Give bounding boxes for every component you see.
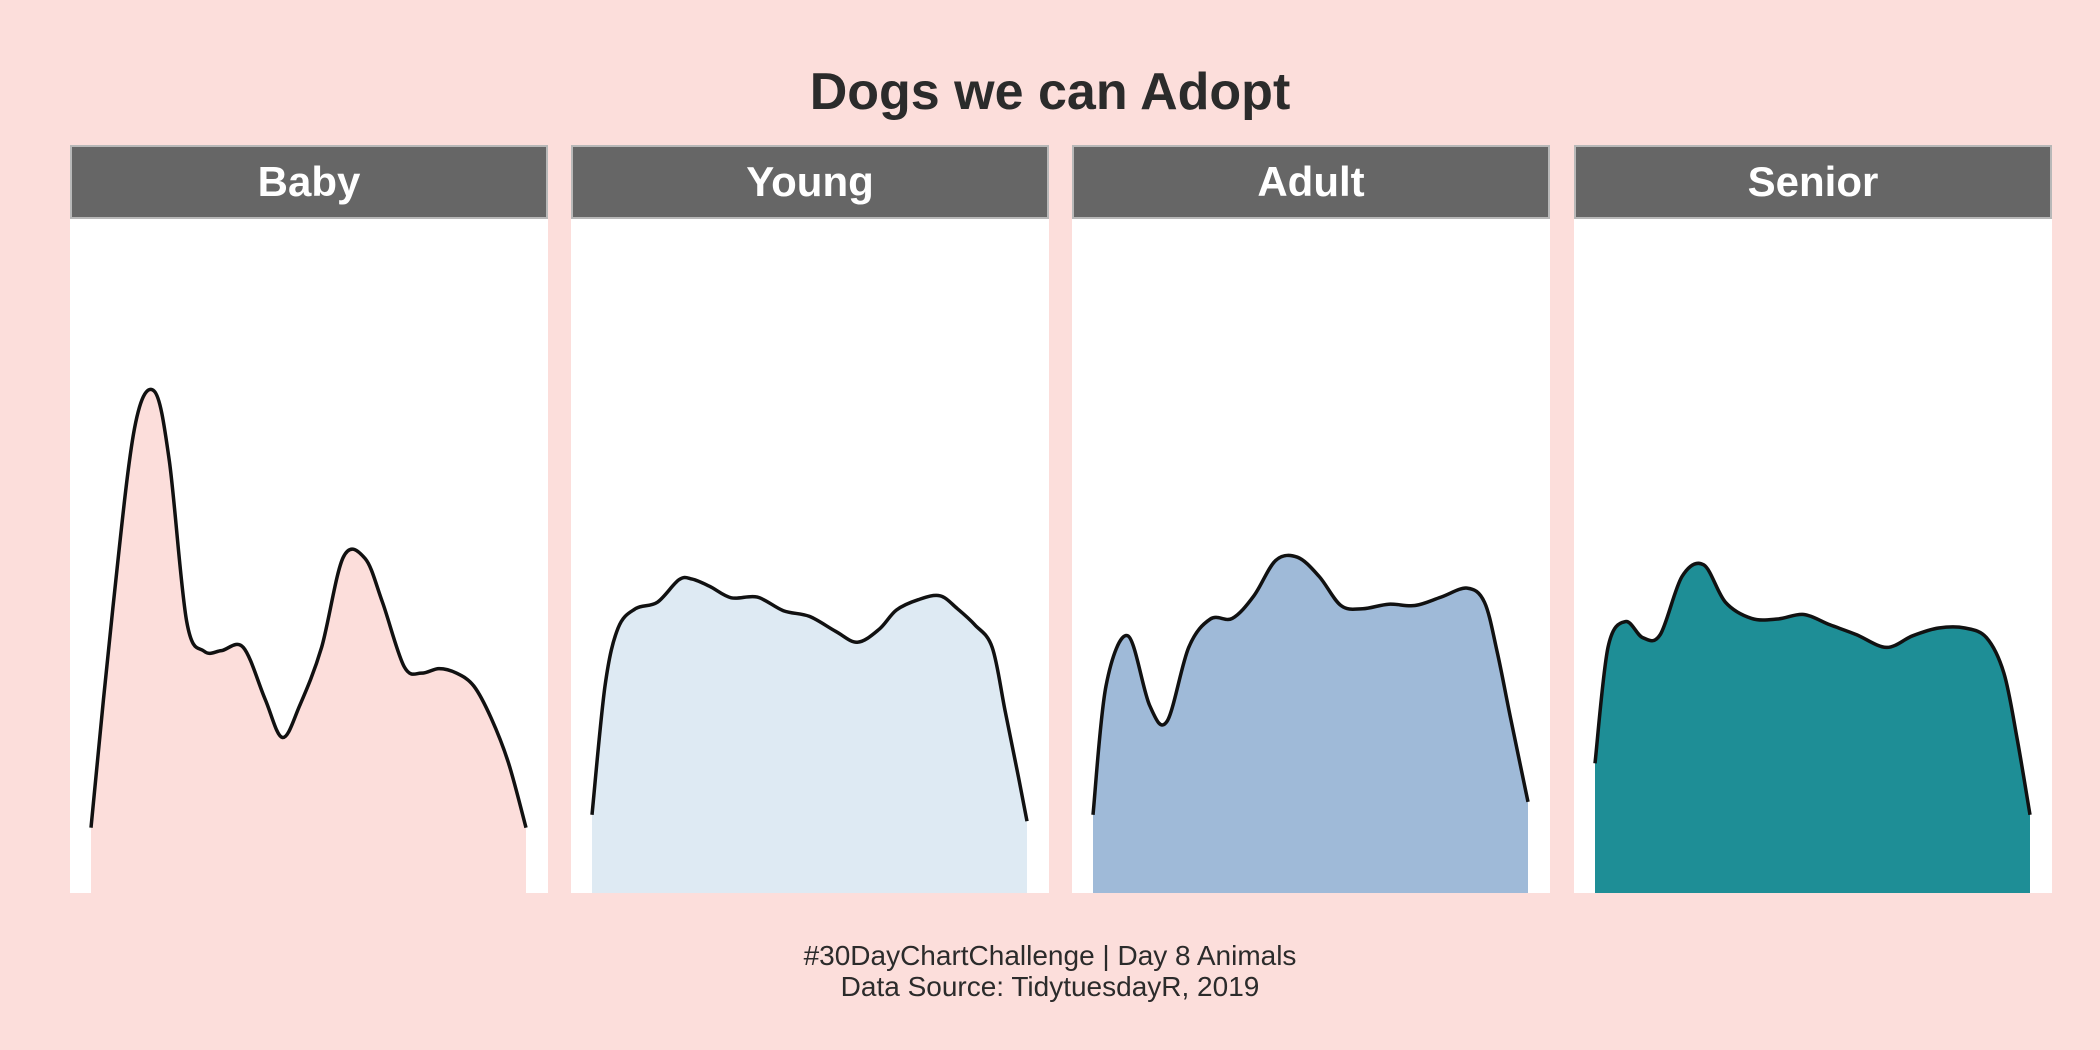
caption-challenge: #30DayChartChallenge | Day 8 Animals xyxy=(803,940,1297,971)
density-line-senior xyxy=(1593,561,2032,816)
facet-label-adult: Adult xyxy=(1072,145,1550,219)
density-line-baby xyxy=(89,387,528,829)
density-plot-baby xyxy=(89,387,528,893)
chart-title: Dogs we can Adopt xyxy=(809,63,1291,121)
density-area-senior xyxy=(1595,563,2030,893)
density-area-baby xyxy=(91,389,526,893)
facet-label-senior: Senior xyxy=(1574,145,2052,219)
caption-source: Data Source: TidytuesdayR, 2019 xyxy=(840,971,1260,1002)
facet-panel-adult: Adult xyxy=(1072,145,1550,893)
density-area-young xyxy=(592,577,1027,893)
density-plot-young xyxy=(590,575,1029,893)
density-line-young xyxy=(590,575,1029,822)
facet-label-young: Young xyxy=(571,145,1049,219)
facet-panel-young: Young xyxy=(571,145,1049,893)
facet-label-baby: Baby xyxy=(70,145,548,219)
density-plot-adult xyxy=(1091,553,1530,893)
facet-panel-senior: Senior xyxy=(1574,145,2052,893)
density-area-adult xyxy=(1093,555,1528,893)
density-line-adult xyxy=(1091,553,1530,815)
density-plot-senior xyxy=(1593,561,2032,893)
facet-panel-baby: Baby xyxy=(70,145,548,893)
